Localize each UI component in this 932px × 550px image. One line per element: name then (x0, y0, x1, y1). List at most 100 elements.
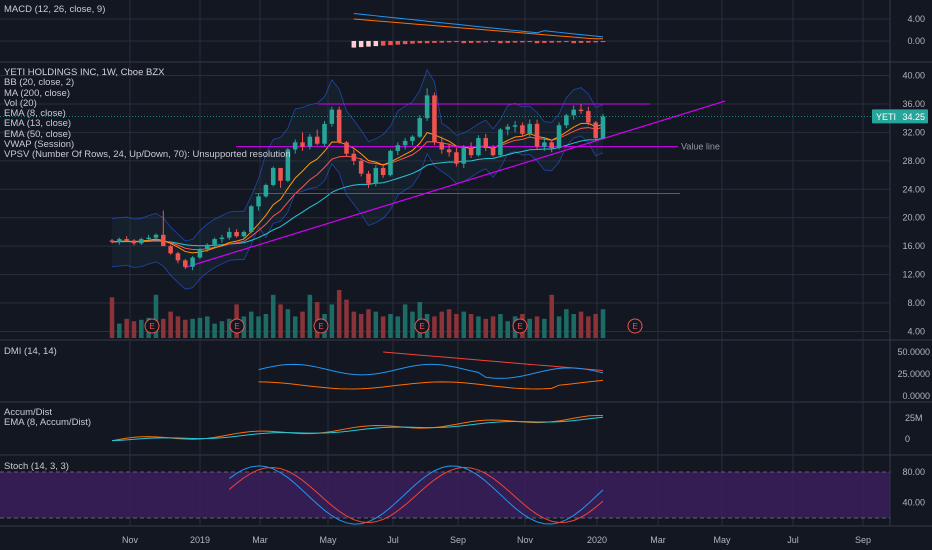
di-minus-line (258, 379, 604, 390)
macd-histogram-bar (476, 41, 481, 43)
stoch-tick-label: 80.00 (902, 467, 925, 477)
stoch-label[interactable]: Stoch (14, 3, 3) (4, 461, 69, 472)
candle-body (424, 95, 430, 119)
macd-histogram-bar (556, 41, 562, 43)
symbol-title[interactable]: YETI HOLDINGS INC, 1W, Cboe BZX (4, 67, 165, 78)
di-plus-line (258, 363, 604, 379)
volume-bar (439, 311, 445, 338)
indicator-vpsv[interactable]: VPSV (Number Of Rows, 24, Up/Down, 70): … (4, 149, 291, 161)
bollinger-lower (111, 135, 604, 290)
price-tick-label: 12.00 (902, 270, 925, 280)
candle-body (322, 123, 327, 144)
volume-bar (402, 304, 408, 338)
candle-body (549, 142, 554, 149)
candle-body (498, 129, 503, 156)
ema8-line (111, 122, 604, 254)
candle-body (402, 140, 408, 146)
volume-bar (571, 314, 576, 338)
dmi-tick-label: 50.0000 (897, 347, 930, 357)
earnings-marker-label: E (149, 322, 154, 331)
candle-body (117, 239, 122, 242)
candle-body (600, 116, 606, 139)
volume-bar (527, 318, 532, 338)
price-panel[interactable]: Value line E E E E E E YETI 34.25 (0, 68, 928, 338)
dmi-tick-label: 0.0000 (902, 391, 930, 401)
earnings-marker-label: E (517, 322, 522, 331)
macd-label[interactable]: MACD (12, 26, close, 9) (4, 4, 106, 15)
last-price-tag (872, 109, 928, 124)
indicator-ema50[interactable]: EMA (50, close) (4, 128, 72, 140)
symbol-tag: YETI (876, 112, 896, 122)
candle-body (300, 142, 305, 147)
macd-histogram-bar (358, 41, 364, 48)
volume-bar (292, 316, 298, 338)
earnings-marker-label: E (234, 322, 239, 331)
candle-body (564, 115, 569, 126)
candle-body (373, 167, 379, 184)
candle-body (204, 244, 210, 250)
volume-bar (564, 309, 569, 338)
macd-histogram-bar (410, 41, 415, 44)
volume-bar (219, 321, 225, 338)
indicator-vol[interactable]: Vol (20) (4, 97, 37, 109)
volume-bar (556, 316, 562, 338)
macd-histogram-bar (461, 41, 467, 44)
earnings-marker-label: E (318, 322, 323, 331)
price-tick-label: 24.00 (902, 184, 925, 194)
accum-tick-label: 0 (905, 434, 910, 444)
candle-body (454, 152, 459, 164)
indicator-ema8[interactable]: EMA (8, close) (4, 108, 66, 120)
candle-body (131, 240, 137, 244)
macd-line (353, 13, 604, 38)
dmi-label-box: DMI (14, 14) (4, 346, 57, 357)
indicator-ema13[interactable]: EMA (13, close) (4, 118, 72, 130)
candle-body (248, 206, 254, 232)
macd-histogram-bar (446, 41, 452, 43)
volume-bar (454, 314, 459, 338)
volume-bar (505, 321, 511, 338)
candle-body (593, 122, 598, 139)
candle-body (329, 109, 335, 124)
candle-body (476, 138, 481, 156)
candle-body (270, 167, 276, 186)
dmi-label[interactable]: DMI (14, 14) (4, 346, 57, 357)
price-tick-label: 16.00 (902, 241, 925, 251)
volume-bar (446, 309, 452, 338)
accum-dist-panel (111, 414, 604, 442)
volume-bar (270, 294, 276, 338)
candle-body (556, 125, 562, 149)
indicator-ma200[interactable]: MA (200, close) (4, 87, 70, 99)
volume-bar (388, 314, 393, 338)
candle-body (212, 239, 217, 245)
macd-label-box: MACD (12, 26, close, 9) (4, 4, 106, 15)
volume-bar (468, 314, 474, 338)
candle-body (161, 234, 166, 247)
volume-bar (109, 297, 115, 338)
macd-histogram-bar (424, 41, 430, 44)
accum-label[interactable]: Accum/Dist (4, 407, 53, 418)
volume-bar (432, 316, 437, 338)
macd-histogram-bar (549, 41, 554, 43)
macd-histogram-bar (468, 41, 474, 43)
candle-body (380, 167, 386, 176)
volume-bar (278, 304, 283, 338)
candle-body (461, 148, 467, 164)
stoch-d-line (228, 466, 604, 524)
candle-body (586, 111, 591, 123)
indicator-bb[interactable]: BB (20, close, 2) (4, 77, 75, 89)
accum-ema-label[interactable]: EMA (8, Accum/Dist) (4, 417, 92, 429)
earnings-marker (229, 318, 245, 334)
macd-histogram-bar (578, 41, 584, 43)
macd-histogram-bar (600, 41, 606, 43)
x-tick-label: 2020 (587, 535, 607, 545)
macd-histogram-bar (512, 41, 518, 43)
macd-histogram-bar (527, 41, 532, 43)
indicator-vwap[interactable]: VWAP (Session) (4, 139, 75, 151)
candle-body (168, 246, 173, 254)
candle-body (190, 257, 195, 267)
volume-bar (139, 319, 144, 338)
volume-bar (212, 323, 217, 338)
candle-body (183, 260, 188, 267)
candle-body (527, 123, 532, 134)
